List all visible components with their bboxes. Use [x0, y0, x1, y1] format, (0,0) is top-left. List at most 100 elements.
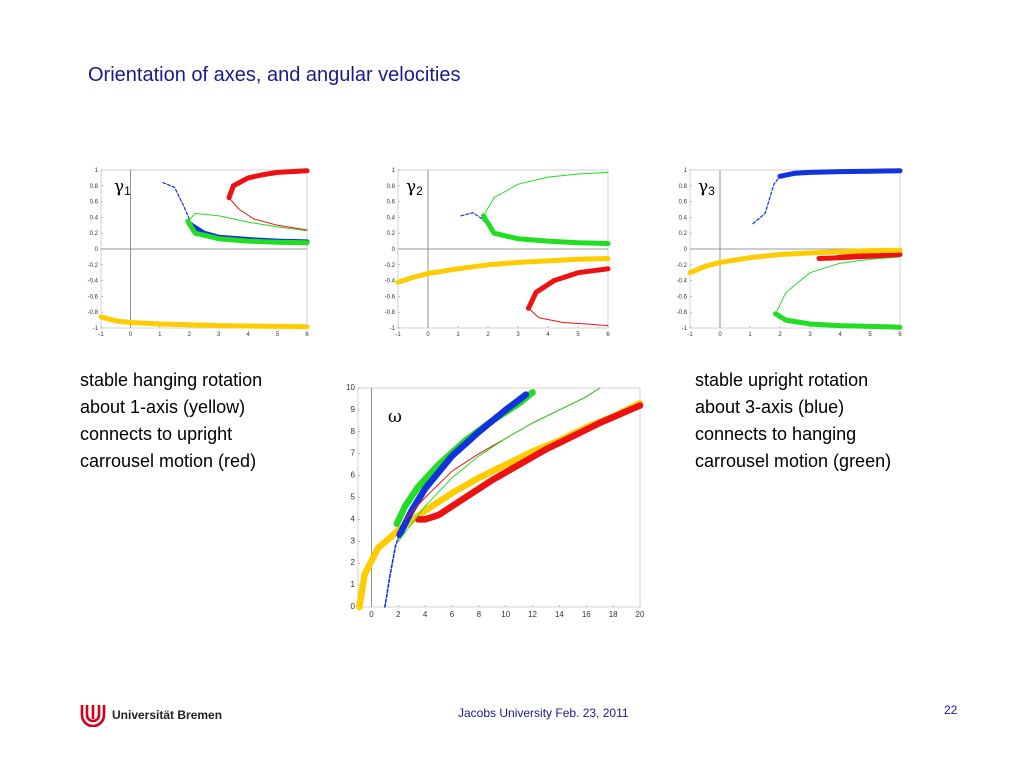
green-thick-curve — [185, 218, 310, 246]
panel-label: γ2 — [406, 177, 423, 198]
red-thin-curve — [528, 307, 609, 327]
y-tick-label: 0.4 — [90, 215, 99, 221]
y-tick-label: 4 — [351, 514, 356, 523]
chart-svg: -1 0 1 2 3 4 5 6 1 0.8 0.6 0.4 0.2 0 -0.2 -0.4 -0.6 -0.8 -… — [385, 168, 611, 338]
panel-label-subscript: 2 — [416, 184, 423, 198]
caption-left-line-4: carrousel motion (red) — [80, 451, 257, 471]
y-tick-label: 0.2 — [90, 231, 99, 237]
y-tick-label: -0.4 — [385, 279, 396, 285]
y-tick-label: 6 — [351, 471, 356, 480]
x-tick-label: 0 — [718, 332, 722, 338]
red-thick-curve — [526, 266, 611, 311]
panel-label-subscript: 3 — [708, 184, 715, 198]
y-tick-label: 0 — [351, 602, 356, 611]
y-tick-label: 1 — [351, 580, 356, 589]
y-tick-label: -0.6 — [677, 294, 688, 300]
y-tick-label: 5 — [351, 493, 356, 502]
y-tick-label: -0.4 — [88, 279, 99, 285]
x-tick-label: 5 — [276, 332, 280, 338]
y-tick-label: -1 — [390, 326, 396, 332]
x-tick-label: 18 — [609, 610, 618, 619]
caption-right: stable upright rotation about 3-axis (bl… — [695, 367, 891, 475]
x-tick-label: 20 — [636, 610, 645, 619]
y-tick-label: 0.6 — [387, 200, 396, 206]
blue-thick-curve — [396, 391, 530, 538]
y-tick-label: 3 — [351, 536, 356, 545]
gamma1-plot: -1 0 1 2 3 4 5 6 1 0.8 0.6 0.4 0.2 0 -0.2 -0.4 -0.6 -0.8 -… — [85, 160, 315, 342]
x-tick-label: 4 — [423, 610, 428, 619]
y-tick-label: -0.6 — [385, 294, 396, 300]
page-number: 22 — [944, 703, 958, 717]
y-tick-label: 0.8 — [679, 184, 688, 190]
x-tick-label: 6 — [898, 332, 902, 338]
x-tick-label: 1 — [456, 332, 460, 338]
x-tick-label: 4 — [246, 332, 250, 338]
x-tick-label: 0 — [129, 332, 133, 338]
x-tick-label: -1 — [98, 332, 104, 338]
yellow-thick-curve — [395, 256, 611, 285]
red-thick-curve — [226, 168, 310, 201]
yellow-thick-curve — [687, 247, 903, 276]
university-logo: Universität Bremen — [80, 703, 222, 727]
y-tick-label: 0.2 — [387, 231, 396, 237]
blue-thick-curve — [777, 168, 903, 179]
green-thin-curve — [187, 213, 308, 232]
y-tick-label: -0.2 — [88, 263, 99, 269]
gamma3-plot: -1 0 1 2 3 4 5 6 1 0.8 0.6 0.4 0.2 0 -0.2 -0.4 -0.6 -0.8 -… — [668, 160, 906, 342]
x-tick-label: 3 — [217, 332, 221, 338]
green-thin-curve — [483, 171, 609, 217]
x-tick-label: 6 — [450, 610, 455, 619]
y-tick-label: 0.4 — [679, 215, 688, 221]
green-thick-curve — [773, 311, 903, 330]
x-tick-label: -1 — [395, 332, 401, 338]
y-tick-label: -0.2 — [385, 263, 396, 269]
yellow-thick-curve — [98, 314, 310, 330]
caption-right-line-2: about 3-axis (blue) — [695, 397, 845, 417]
x-tick-label: 8 — [477, 610, 482, 619]
x-tick-label: 1 — [158, 332, 162, 338]
green-thick-curve — [481, 213, 611, 246]
caption-right-line-1: stable upright rotation — [695, 370, 869, 390]
x-tick-label: 4 — [838, 332, 842, 338]
x-tick-label: 2 — [778, 332, 782, 338]
red-thin-curve — [228, 197, 308, 231]
red-thick-curve — [415, 402, 644, 523]
caption-right-line-4: carrousel motion (green) — [695, 451, 892, 471]
y-tick-label: 0.4 — [387, 215, 396, 221]
panel-label-subscript: 1 — [124, 184, 131, 198]
y-tick-label: 1 — [392, 168, 396, 174]
y-tick-label: 2 — [351, 558, 356, 567]
x-tick-label: 0 — [426, 332, 430, 338]
y-tick-label: 0.2 — [679, 231, 688, 237]
y-tick-label: -1 — [682, 326, 688, 332]
yellow-thick-curve — [356, 400, 644, 611]
university-logo-icon — [80, 705, 106, 727]
panel-label: γ3 — [698, 177, 715, 198]
x-tick-label: 1 — [748, 332, 752, 338]
caption-right-line-3: connects to hanging — [695, 424, 857, 444]
slide-title: Orientation of axes, and angular velocit… — [88, 64, 461, 86]
caption-left-line-1: stable hanging rotation — [80, 370, 263, 390]
y-tick-label: 0 — [684, 247, 688, 253]
green-thin-curve — [397, 387, 601, 542]
footer-text: Jacobs University Feb. 23, 2011 — [458, 706, 629, 720]
y-tick-label: 1 — [684, 168, 688, 174]
y-tick-label: 10 — [346, 383, 355, 392]
y-tick-label: 0.8 — [90, 184, 99, 190]
gamma2-plot: -1 0 1 2 3 4 5 6 1 0.8 0.6 0.4 0.2 0 -0.2 -0.4 -0.6 -0.8 -… — [376, 160, 614, 342]
y-tick-label: -0.8 — [88, 310, 99, 316]
blue-dashed-curve — [162, 182, 190, 220]
x-tick-label: 0 — [369, 610, 374, 619]
x-tick-label: 6 — [606, 332, 610, 338]
red-thick-curve — [816, 252, 903, 261]
x-tick-label: 16 — [582, 610, 591, 619]
y-tick-label: -0.8 — [385, 310, 396, 316]
x-tick-label: 5 — [868, 332, 872, 338]
y-tick-label: 0.6 — [679, 200, 688, 206]
red-thin-curve — [404, 387, 601, 520]
panel-label: γ1 — [114, 177, 131, 198]
y-tick-label: 8 — [351, 427, 356, 436]
y-tick-label: 1 — [95, 168, 99, 174]
y-tick-label: 0 — [392, 247, 396, 253]
caption-left: stable hanging rotation about 1-axis (ye… — [80, 367, 262, 475]
